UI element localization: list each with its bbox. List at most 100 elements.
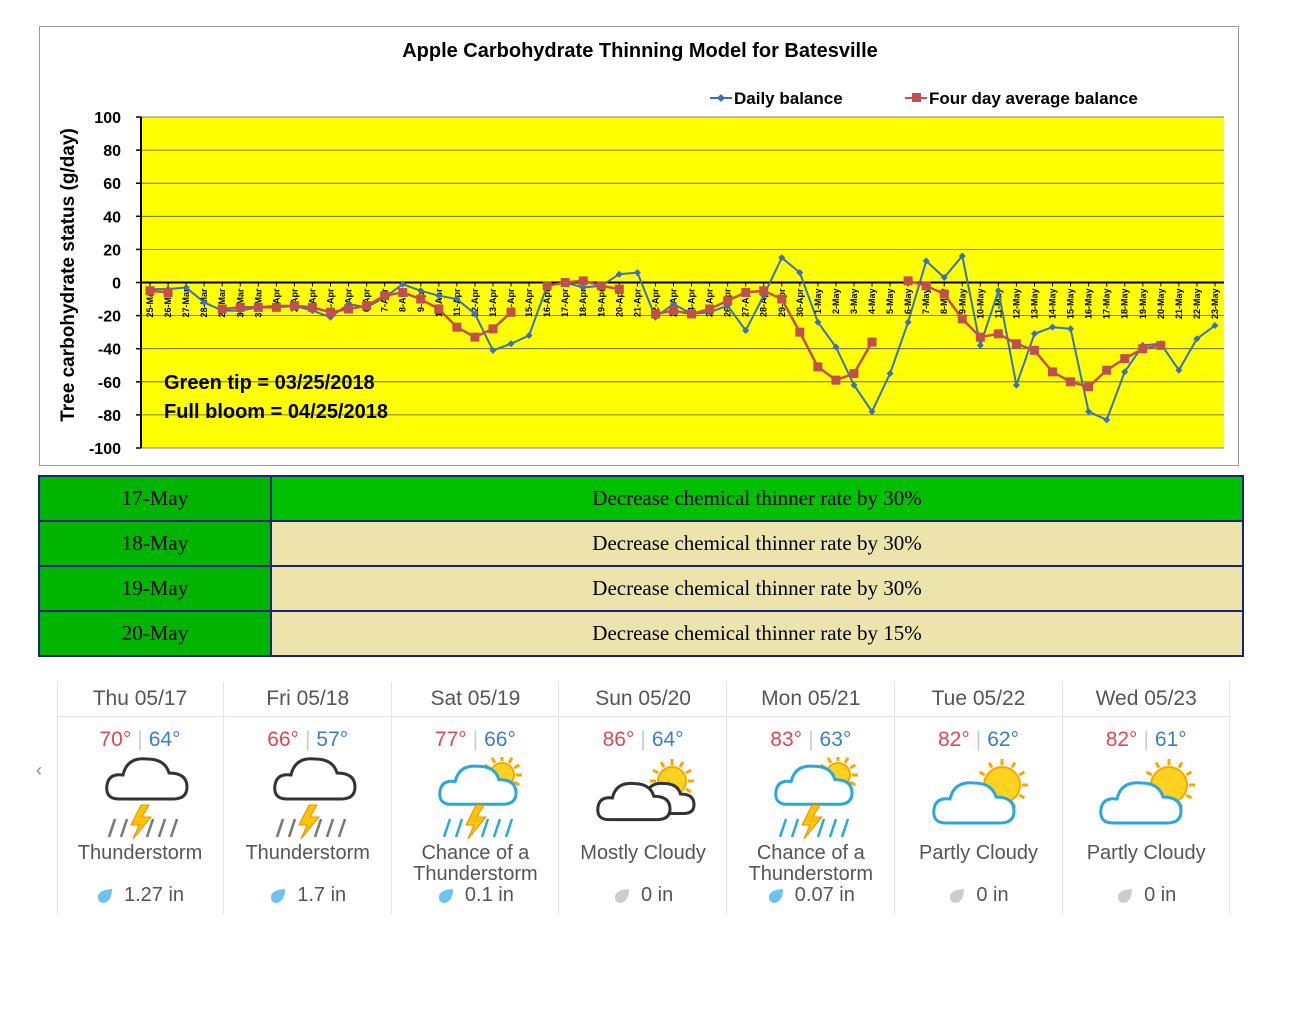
forecast-precip-amount: 0 in (640, 884, 674, 906)
data-point (452, 322, 462, 332)
data-point (506, 307, 516, 317)
data-point (741, 287, 751, 297)
data-point (832, 343, 840, 351)
forecast-condition-text: Partly Cloudy (1086, 842, 1206, 864)
data-point (940, 274, 948, 282)
forecast-temps: 82° | 61° (1063, 727, 1229, 753)
thunderstorm-icon (225, 757, 391, 843)
advice-date: 17-May (38, 475, 272, 522)
advice-text: Decrease chemical thinner rate by 15% (270, 610, 1244, 657)
forecast-day[interactable]: Thu 05/17 70° | 64° Thunderstorm 1.27 in (57, 682, 224, 914)
x-tick-label: 31-Mar (253, 288, 263, 318)
forecast-day[interactable]: Tue 05/22 82° | 62° Partly Cloudy 0 in (895, 682, 1063, 914)
data-point (362, 301, 372, 311)
forecast-precip: 0 in (1063, 884, 1229, 907)
x-tick-label: 6-Apr (362, 288, 372, 312)
forecast-prev-arrow[interactable]: ‹ (36, 760, 42, 780)
forecast-day-name: Mon 05/21 (727, 682, 894, 717)
data-point (182, 283, 190, 291)
data-point (507, 340, 515, 348)
x-tick-label: 21-May (1174, 289, 1184, 320)
data-point (1120, 354, 1130, 364)
data-point (1011, 339, 1021, 349)
advice-date: 18-May (38, 520, 272, 567)
weather-forecast: Thu 05/17 70° | 64° Thunderstorm 1.27 in F… (57, 682, 1231, 914)
data-point (344, 304, 354, 314)
data-point (849, 369, 859, 379)
data-point (1084, 382, 1094, 392)
x-tick-label: 25-Apr (705, 288, 715, 317)
data-point (831, 375, 841, 385)
temp-separator: | (640, 728, 646, 751)
rain-drop-icon (438, 888, 453, 903)
x-tick-label: 3-May (849, 289, 859, 315)
advice-row: 19-May Decrease chemical thinner rate by… (38, 565, 1244, 612)
data-point (939, 289, 949, 299)
annotation-green-tip: Green tip = 03/25/2018 (164, 372, 375, 394)
forecast-temps: 82° | 62° (896, 727, 1062, 753)
data-point (1029, 345, 1039, 355)
data-point (921, 281, 931, 291)
data-point (471, 310, 479, 318)
forecast-day[interactable]: Wed 05/23 82° | 61° Partly Cloudy 0 in (1063, 682, 1231, 914)
forecast-condition: Chance of a Thunderstorm (392, 843, 558, 887)
data-point (705, 304, 715, 314)
temp-separator: | (472, 728, 479, 751)
data-point (489, 346, 497, 354)
forecast-condition-text: Chance of a Thunderstorm (748, 842, 874, 885)
advice-date: 19-May (38, 565, 272, 612)
forecast-precip: 0.07 in (728, 884, 894, 907)
forecast-precip-amount: 0 in (1144, 884, 1177, 906)
advice-text: Decrease chemical thinner rate by 30% (270, 475, 1244, 522)
data-point (416, 294, 426, 304)
data-point (795, 327, 805, 337)
x-tick-label: 6-May (903, 289, 913, 315)
forecast-day[interactable]: Sat 05/19 77° | 66° Chance of a Thundersto… (392, 682, 560, 914)
forecast-day-name: Sat 05/19 (392, 682, 559, 717)
forecast-condition: Chance of a Thunderstorm (728, 843, 894, 887)
x-tick-label: 22-Apr (650, 288, 660, 317)
x-tick-label: 16-May (1084, 289, 1094, 320)
forecast-left-border (57, 682, 58, 914)
forecast-condition: Partly Cloudy (1063, 843, 1229, 887)
x-tick-label: 14-Apr (506, 288, 516, 317)
x-tick-label: 20-Apr (614, 288, 624, 317)
data-point (307, 302, 317, 312)
x-tick-label: 26-Mar (163, 288, 173, 318)
data-point (850, 381, 858, 389)
x-tick-label: 18-Apr (578, 288, 588, 317)
x-tick-label: 9-May (957, 289, 967, 315)
forecast-high: 66° (267, 728, 299, 751)
data-point (145, 286, 155, 296)
advice-text: Decrease chemical thinner rate by 30% (270, 520, 1244, 567)
forecast-temps: 83° | 63° (728, 727, 894, 753)
x-tick-label: 2-May (831, 289, 841, 315)
x-tick-label: 18-May (1120, 289, 1130, 320)
x-tick-label: 30-Apr (795, 288, 805, 317)
data-point (777, 294, 787, 304)
forecast-precip: 1.7 in (225, 884, 391, 907)
x-tick-label: 23-May (1210, 289, 1220, 320)
x-tick-label: 19-May (1138, 289, 1148, 320)
data-point (886, 370, 894, 378)
data-point (1175, 366, 1183, 374)
data-point (813, 362, 823, 372)
x-tick-label: 17-May (1102, 289, 1112, 320)
chance-thunderstorm-icon (392, 755, 558, 843)
data-point (796, 269, 804, 277)
data-point (668, 306, 678, 316)
forecast-day[interactable]: Sun 05/20 86° | 64° Mostly Cloudy 0 in (560, 682, 728, 914)
data-point (596, 281, 606, 291)
forecast-day-name: Fri 05/18 (224, 682, 391, 717)
data-point (1138, 344, 1148, 354)
data-point (1030, 330, 1038, 338)
data-point (326, 307, 336, 317)
data-point (614, 284, 624, 294)
forecast-precip-amount: 0.1 in (464, 884, 514, 906)
forecast-day[interactable]: Mon 05/21 83° | 63° Chance of a Thundersto… (727, 682, 895, 914)
x-tick-label: 14-May (1048, 289, 1058, 320)
forecast-day[interactable]: Fri 05/18 66° | 57° Thunderstorm 1.7 in (224, 682, 392, 914)
forecast-temps: 86° | 64° (560, 727, 726, 753)
forecast-low: 57° (316, 728, 349, 751)
data-point (434, 304, 444, 314)
